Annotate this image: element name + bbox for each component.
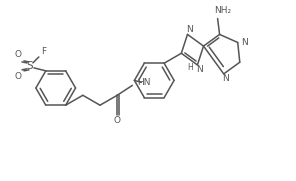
Text: H: H — [188, 63, 193, 72]
Text: N: N — [196, 65, 203, 74]
Text: N: N — [241, 38, 248, 47]
Text: O: O — [15, 72, 22, 81]
Text: N: N — [222, 74, 229, 83]
Text: F: F — [41, 47, 46, 56]
Text: N: N — [186, 25, 193, 34]
Text: NH₂: NH₂ — [214, 6, 231, 15]
Text: O: O — [15, 50, 22, 59]
Text: O: O — [114, 116, 121, 125]
Text: S: S — [27, 61, 33, 71]
Text: HN: HN — [137, 78, 151, 87]
